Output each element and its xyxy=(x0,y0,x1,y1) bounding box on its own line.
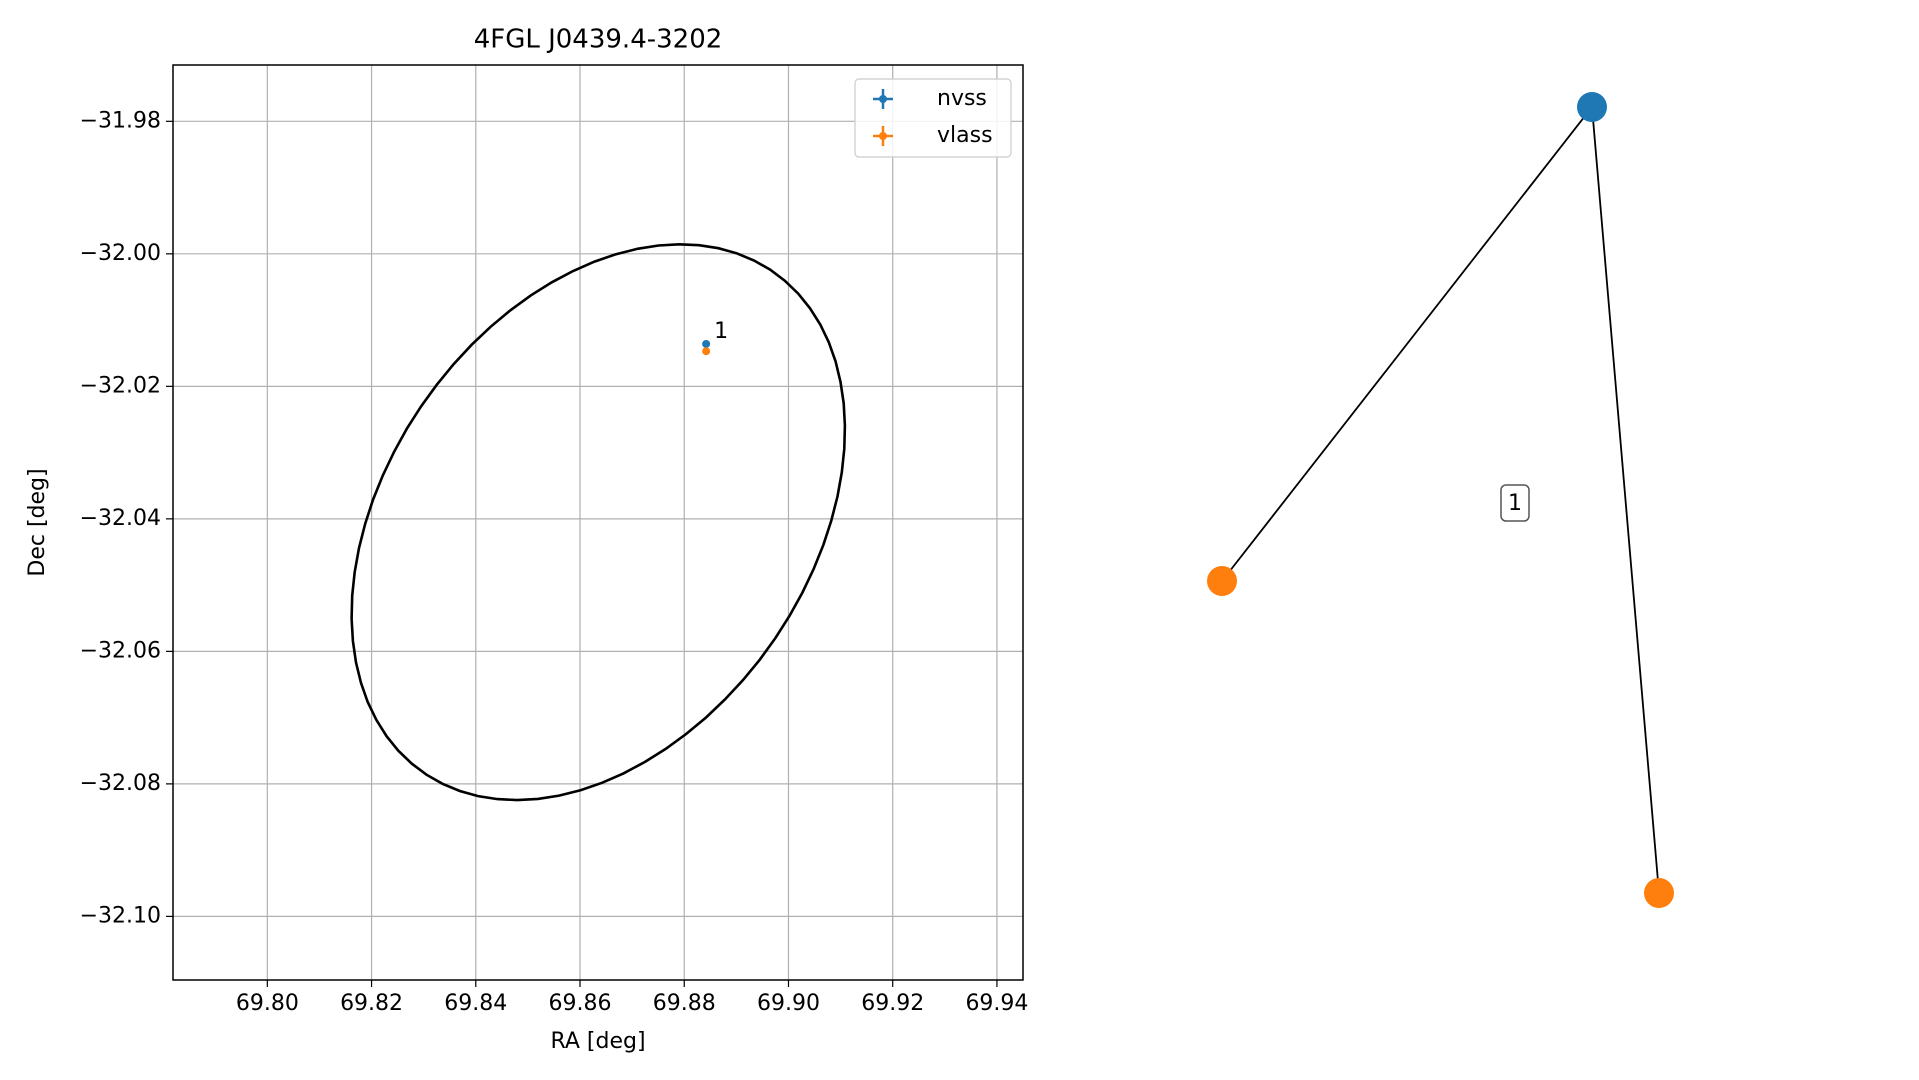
chart-title: 4FGL J0439.4-3202 xyxy=(474,25,723,55)
point-label: 1 xyxy=(714,319,728,344)
y-tick-label: −32.06 xyxy=(80,638,161,663)
x-tick-label: 69.80 xyxy=(236,991,299,1016)
axes-frame xyxy=(172,64,1024,981)
y-tick-label: −32.08 xyxy=(80,771,161,796)
y-tick-label: −32.02 xyxy=(80,373,161,398)
y-axis-label: Dec [deg] xyxy=(25,468,50,576)
x-tick-label: 69.84 xyxy=(444,991,507,1016)
x-tick-label: 69.86 xyxy=(549,991,612,1016)
legend-box xyxy=(854,78,1012,158)
data-point xyxy=(702,339,711,348)
x-axis-label: RA [deg] xyxy=(550,1029,645,1054)
graph-node xyxy=(1207,566,1237,596)
graph-label-box xyxy=(1500,484,1530,522)
graph-node xyxy=(1577,92,1607,122)
legend-marker xyxy=(879,132,887,140)
y-tick-label: −32.10 xyxy=(80,903,161,928)
x-tick-label: 69.92 xyxy=(861,991,924,1016)
x-tick-label: 69.88 xyxy=(653,991,716,1016)
legend-label: vlass xyxy=(937,123,993,148)
graph-label: 1 xyxy=(1508,491,1522,516)
graph-node xyxy=(1644,878,1674,908)
legend-label: nvss xyxy=(937,86,987,111)
graph-edge xyxy=(1221,106,1593,582)
y-tick-label: −31.98 xyxy=(80,108,161,133)
data-point xyxy=(702,347,711,356)
graph-edge xyxy=(1591,106,1660,894)
y-tick-label: −32.00 xyxy=(80,241,161,266)
error-ellipse xyxy=(350,242,847,802)
y-tick-label: −32.04 xyxy=(80,506,161,531)
legend-marker xyxy=(879,95,887,103)
x-tick-label: 69.90 xyxy=(757,991,820,1016)
x-tick-label: 69.94 xyxy=(965,991,1028,1016)
x-tick-label: 69.82 xyxy=(340,991,403,1016)
